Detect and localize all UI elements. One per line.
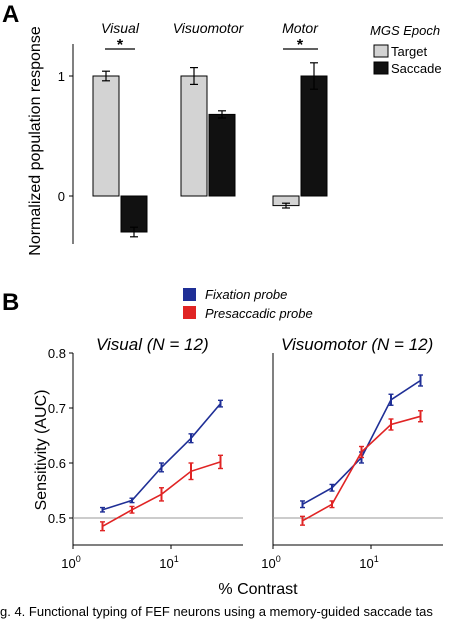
panel-b-right-xtick-label-10: 101 [359,554,378,571]
xtick-exp: 1 [174,554,179,564]
panel-b-ytick-label-05: 0.5 [48,511,66,526]
panel-a-ytick-label-1: 1 [58,69,65,84]
group-label-motor: Motor [282,20,319,36]
panel-a-letter: A [2,1,19,28]
legend-a-target-label: Target [391,44,428,59]
legend-a-saccade-label: Saccade [391,61,442,76]
legend-a-title: MGS Epoch [370,23,440,38]
bar-motor-saccade [300,75,328,197]
figure-caption: g. 4. Functional typing of FEF neurons u… [0,604,433,619]
xtick-exp: 0 [276,554,281,564]
bar-visuomotor-target [180,75,208,197]
panel-b-right-xtick-label-1: 100 [261,554,280,571]
series-line-visuomotor-fixation [302,379,421,505]
xtick-base: 10 [359,556,373,571]
panel-b-ytick-label-08: 0.8 [48,346,66,361]
legend-a-saccade-swatch [373,61,389,75]
panel-b-right-title: Visuomotor (N = 12) [281,335,433,354]
group-label-visuomotor: Visuomotor [173,20,245,36]
panel-b-left-plot [73,399,243,532]
legend-a-target-swatch [373,44,389,58]
panel-a-ylabel: Normalized population response [27,26,44,256]
bar-visuomotor-saccade [208,113,236,197]
significance-star-visual: * [117,37,124,54]
xtick-base: 10 [261,556,275,571]
series-line-visuomotor-presaccadic [302,415,421,522]
panel-b-left-xtick-label-1: 100 [61,554,80,571]
panel-b-xlabel: % Contrast [218,581,298,598]
group-label-visual: Visual [101,20,140,36]
legend-b-presaccadic-label: Presaccadic probe [205,306,313,321]
legend-b-fixation-swatch [183,288,196,301]
significance-star-motor: * [297,37,304,54]
panel-b-left-xtick-label-10: 101 [159,554,178,571]
panel-b-ylabel: Sensitivity (AUC) [33,390,50,511]
xtick-exp: 0 [76,554,81,564]
legend-b-fixation-label: Fixation probe [205,287,287,302]
panel-b-ytick-label-07: 0.7 [48,401,66,416]
legend-b-presaccadic-swatch [183,306,196,319]
panel-b-right-plot [273,374,443,526]
panel-b-left-title: Visual (N = 12) [96,335,209,354]
panel-b-ytick-label-06: 0.6 [48,456,66,471]
bar-visual-saccade [120,195,148,233]
xtick-base: 10 [61,556,75,571]
xtick-base: 10 [159,556,173,571]
panel-b-letter: B [2,289,19,316]
bar-visual-target [92,75,120,197]
panel-a-bars [92,62,328,238]
xtick-exp: 1 [374,554,379,564]
panel-a-ytick-label-0: 0 [58,189,65,204]
